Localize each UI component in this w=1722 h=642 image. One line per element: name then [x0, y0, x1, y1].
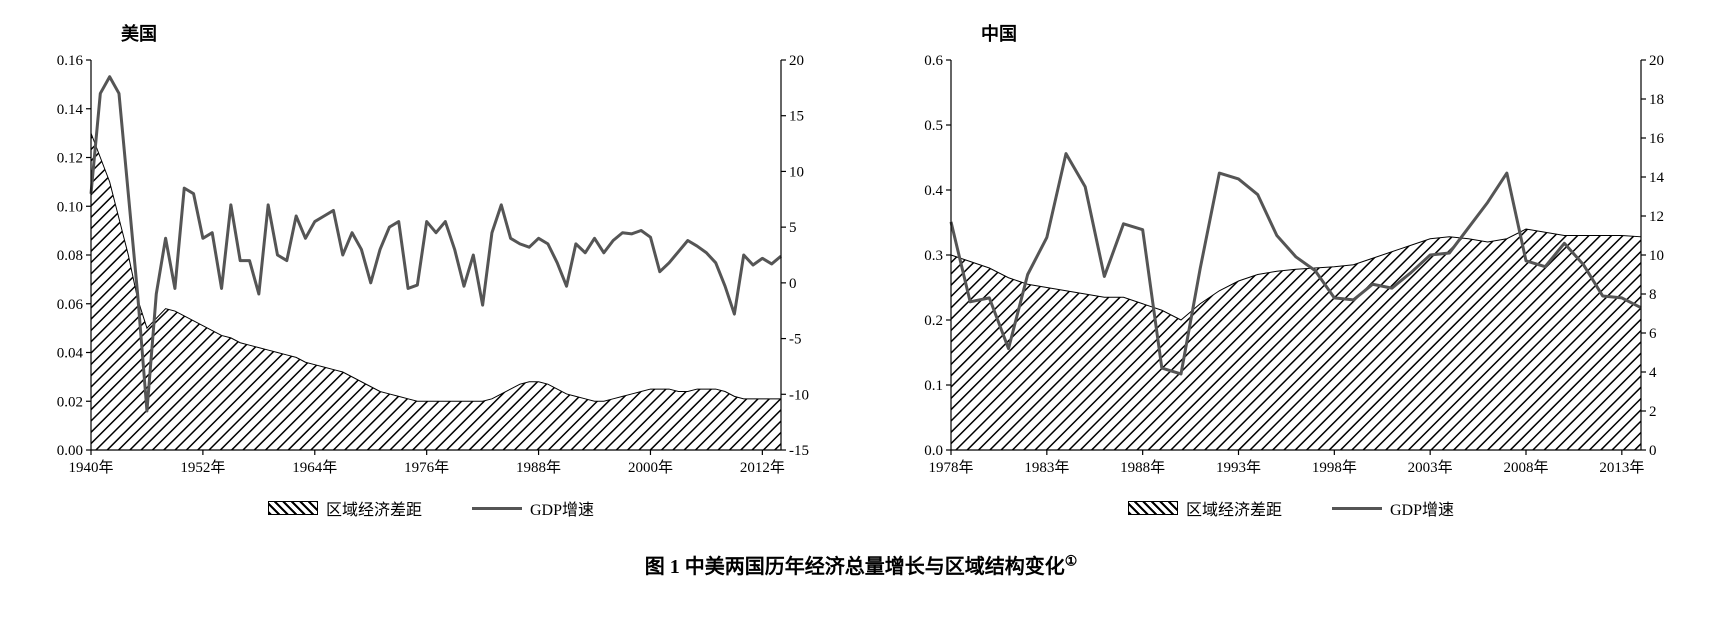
svg-text:0.1: 0.1 [924, 378, 943, 394]
svg-text:16: 16 [1649, 131, 1665, 147]
svg-text:1940年: 1940年 [68, 459, 113, 476]
svg-text:1976年: 1976年 [404, 459, 449, 476]
svg-text:0.5: 0.5 [924, 118, 943, 134]
chart-us: 0.00 0.02 0.04 0.06 0.08 0.10 0.12 0.14 0.16 -15… [31, 50, 831, 490]
svg-text:0: 0 [789, 276, 797, 292]
svg-text:0.6: 0.6 [924, 53, 943, 69]
svg-text:2008年: 2008年 [1503, 459, 1548, 476]
legend-swatch-line-icon [1332, 507, 1382, 510]
svg-text:2: 2 [1649, 404, 1657, 420]
caption-superscript: ① [1065, 554, 1078, 569]
svg-text:0.16: 0.16 [57, 53, 84, 69]
svg-text:15: 15 [789, 109, 804, 125]
svg-text:0: 0 [1649, 443, 1657, 459]
svg-text:0.02: 0.02 [57, 394, 83, 410]
svg-text:-15: -15 [789, 443, 809, 459]
legend-item-line: GDP增速 [472, 496, 594, 520]
svg-text:1983年: 1983年 [1024, 459, 1069, 476]
panel-cn: 中国 0.0 0.1 0.2 0.3 0.4 0.5 0.6 0 2 4 6 8 10 12 [891, 20, 1691, 520]
svg-text:10: 10 [1649, 248, 1664, 264]
svg-text:2000年: 2000年 [628, 459, 673, 476]
legend-us: 区域经济差距 GDP增速 [31, 496, 831, 520]
chart-cn: 0.00.10.20.30.40.50.6 02468101214161820 … [891, 50, 1691, 490]
svg-text:12: 12 [1649, 209, 1664, 225]
svg-text:20: 20 [789, 53, 804, 69]
svg-text:6: 6 [1649, 326, 1657, 342]
legend-area-label: 区域经济差距 [1186, 496, 1282, 520]
panel-title-cn: 中国 [981, 20, 1691, 46]
svg-text:1978年: 1978年 [928, 459, 973, 476]
svg-text:-10: -10 [789, 387, 809, 403]
svg-text:10: 10 [789, 164, 804, 180]
svg-text:0.4: 0.4 [924, 183, 943, 199]
svg-text:0.2: 0.2 [924, 313, 943, 329]
svg-text:0.3: 0.3 [924, 248, 943, 264]
svg-text:0.00: 0.00 [57, 443, 83, 459]
svg-text:18: 18 [1649, 92, 1664, 108]
svg-text:0.10: 0.10 [57, 199, 83, 215]
figure-container: 美国 0.000.020.040.060.080.100.120.140.16 [11, 20, 1711, 579]
svg-text:2012年: 2012年 [740, 459, 785, 476]
caption-text: 图 1 中美两国历年经济总量增长与区域结构变化 [645, 556, 1065, 578]
panel-title-us: 美国 [121, 20, 831, 46]
svg-text:2013年: 2013年 [1599, 459, 1644, 476]
legend-line-label: GDP增速 [530, 496, 594, 520]
legend-item-area: 区域经济差距 [1128, 496, 1282, 520]
svg-text:0.14: 0.14 [57, 102, 84, 118]
legend-line-label: GDP增速 [1390, 496, 1454, 520]
area-series-us [91, 133, 781, 450]
legend-item-line: GDP增速 [1332, 496, 1454, 520]
svg-text:1952年: 1952年 [180, 459, 225, 476]
svg-text:1988年: 1988年 [1120, 459, 1165, 476]
svg-text:0.06: 0.06 [57, 297, 84, 313]
svg-text:20: 20 [1649, 53, 1664, 69]
svg-text:0.0: 0.0 [924, 443, 943, 459]
svg-text:1988年: 1988年 [516, 459, 561, 476]
svg-text:-5: -5 [789, 332, 802, 348]
legend-cn: 区域经济差距 GDP增速 [891, 496, 1691, 520]
legend-swatch-line-icon [472, 507, 522, 510]
svg-text:0.04: 0.04 [57, 346, 84, 362]
panels-row: 美国 0.000.020.040.060.080.100.120.140.16 [11, 20, 1711, 520]
area-series-cn [951, 229, 1641, 450]
legend-swatch-area-icon [268, 501, 318, 515]
panel-us: 美国 0.00 0.02 0.04 0.06 0.08 0.10 0.12 0.14 0.16 [31, 20, 831, 520]
svg-text:1998年: 1998年 [1312, 459, 1357, 476]
svg-text:1993年: 1993年 [1216, 459, 1261, 476]
figure-caption: 图 1 中美两国历年经济总量增长与区域结构变化① [11, 550, 1711, 579]
svg-text:14: 14 [1649, 170, 1665, 186]
legend-swatch-area-icon [1128, 501, 1178, 515]
svg-text:5: 5 [789, 220, 797, 236]
svg-text:0.12: 0.12 [57, 151, 83, 167]
legend-area-label: 区域经济差距 [326, 496, 422, 520]
svg-text:1964年: 1964年 [292, 459, 337, 476]
legend-item-area: 区域经济差距 [268, 496, 422, 520]
svg-text:8: 8 [1649, 287, 1657, 303]
svg-text:2003年: 2003年 [1408, 459, 1453, 476]
svg-text:0.08: 0.08 [57, 248, 83, 264]
svg-text:4: 4 [1649, 365, 1657, 381]
